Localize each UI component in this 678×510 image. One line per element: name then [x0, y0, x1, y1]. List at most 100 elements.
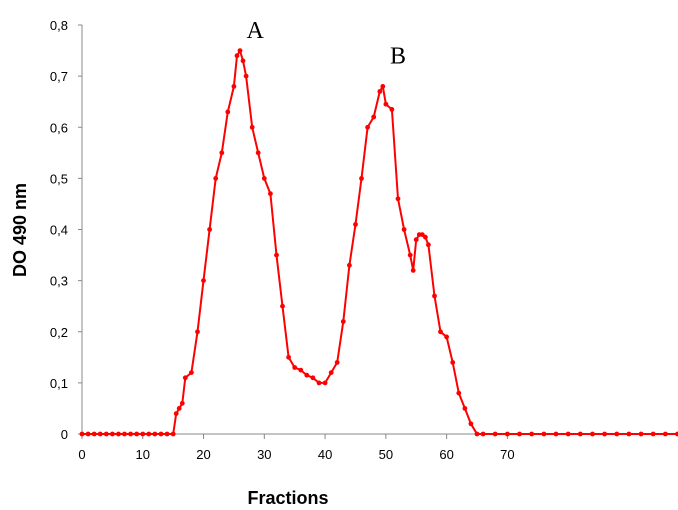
- data-point: [274, 252, 279, 258]
- data-point: [401, 227, 407, 232]
- data-point: [292, 365, 298, 370]
- data-point: [456, 390, 462, 396]
- y-tick-label: 0: [61, 427, 68, 442]
- data-point: [97, 431, 103, 437]
- data-point: [231, 84, 237, 89]
- data-point: [474, 431, 480, 437]
- data-point: [164, 431, 170, 437]
- x-tick-label: 10: [136, 447, 150, 462]
- data-point: [225, 109, 231, 115]
- data-point: [517, 431, 522, 437]
- data-point: [195, 329, 200, 335]
- data-point: [426, 242, 431, 248]
- data-point: [304, 372, 310, 378]
- data-point: [261, 176, 267, 181]
- data-point: [103, 431, 109, 437]
- data-point: [602, 431, 607, 437]
- y-tick-label: 0,7: [50, 69, 68, 84]
- data-point: [237, 48, 243, 53]
- data-point: [505, 431, 510, 437]
- data-point: [280, 303, 285, 309]
- x-tick-label: 30: [257, 447, 271, 462]
- data-point: [234, 53, 240, 59]
- y-ticks: 0 0,1 0,2 0,3 0,4 0,5 0,6 0,7 0,8: [50, 18, 82, 442]
- y-tick-label: 0,5: [50, 171, 68, 186]
- data-point: [590, 431, 595, 437]
- data-point: [189, 370, 194, 375]
- data-point: [176, 406, 182, 411]
- data-point: [328, 370, 334, 375]
- data-point: [122, 431, 127, 437]
- data-point: [377, 89, 383, 94]
- data-point: [413, 237, 419, 243]
- data-point: [140, 431, 146, 437]
- data-point: [173, 411, 179, 416]
- y-axis-label: DO 490 nm: [10, 183, 30, 277]
- x-axis-label: Fractions: [247, 488, 328, 508]
- data-point: [383, 101, 389, 107]
- data-point: [347, 262, 352, 268]
- data-point: [353, 222, 358, 227]
- data-point: [316, 380, 322, 386]
- data-point: [91, 431, 97, 437]
- data-point: [110, 431, 115, 437]
- data-point: [268, 191, 273, 197]
- data-point: [182, 375, 188, 381]
- peak-label: A: [247, 18, 265, 44]
- data-point: [462, 406, 468, 411]
- y-tick-label: 0,1: [50, 376, 68, 391]
- data-point: [650, 431, 656, 437]
- data-point: [438, 329, 443, 335]
- data-point: [146, 431, 152, 437]
- axes: [81, 25, 678, 435]
- data-point: [201, 278, 206, 283]
- data-point: [85, 431, 91, 437]
- data-point: [432, 293, 437, 299]
- data-point: [468, 421, 474, 427]
- data-points: [79, 48, 678, 437]
- data-point: [407, 252, 413, 258]
- data-point: [340, 319, 346, 324]
- data-point: [134, 431, 140, 437]
- y-tick-label: 0,8: [50, 18, 68, 33]
- data-point: [450, 360, 456, 365]
- data-point: [334, 360, 340, 365]
- data-point: [675, 431, 678, 437]
- x-tick-label: 40: [318, 447, 332, 462]
- y-tick-label: 0,4: [50, 223, 68, 238]
- data-point: [219, 150, 225, 156]
- x-tick-label: 60: [439, 447, 453, 462]
- data-point: [410, 268, 416, 273]
- data-point: [444, 334, 449, 340]
- y-tick-label: 0,2: [50, 325, 68, 340]
- peak-label: B: [390, 43, 406, 69]
- data-point: [170, 431, 176, 437]
- y-tick-label: 0,3: [50, 274, 68, 289]
- data-point: [577, 431, 583, 437]
- data-point: [249, 124, 255, 130]
- data-point: [371, 114, 377, 120]
- data-point: [310, 375, 316, 381]
- data-point: [158, 431, 164, 437]
- data-point: [529, 431, 535, 437]
- data-point: [663, 431, 668, 437]
- data-point: [480, 431, 486, 437]
- data-point: [423, 234, 428, 240]
- data-point: [207, 227, 213, 232]
- data-point: [322, 380, 328, 386]
- data-point: [79, 431, 85, 437]
- data-point: [116, 431, 121, 437]
- data-point: [553, 431, 559, 437]
- data-point: [128, 431, 134, 437]
- x-tick-label: 70: [500, 447, 514, 462]
- series-line: [82, 49, 678, 435]
- data-point: [389, 107, 395, 112]
- data-point: [179, 400, 185, 406]
- data-point: [213, 176, 219, 181]
- y-tick-label: 0,6: [50, 120, 68, 135]
- data-point: [286, 354, 291, 360]
- data-point: [255, 150, 261, 156]
- x-tick-label: 50: [379, 447, 393, 462]
- data-point: [492, 431, 498, 437]
